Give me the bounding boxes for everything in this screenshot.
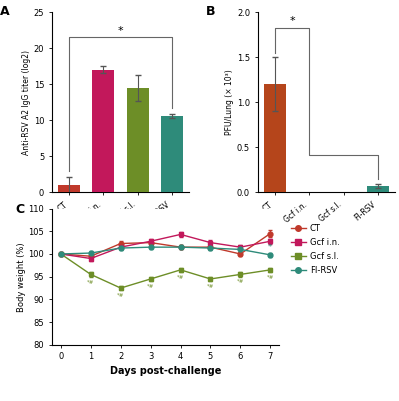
Text: *: * (118, 26, 123, 36)
Text: *: * (268, 243, 273, 252)
Bar (161, 116, 183, 192)
Y-axis label: PFU/Lung (× 10³): PFU/Lung (× 10³) (225, 69, 234, 135)
Bar (92, 70, 115, 192)
Legend: CT, Gcf i.n., Gcf s.l., FI-RSV: CT, Gcf i.n., Gcf s.l., FI-RSV (287, 221, 343, 278)
Text: *#: *# (117, 293, 124, 298)
Text: *: * (289, 16, 295, 26)
X-axis label: Days post-challenge: Days post-challenge (110, 366, 221, 376)
Text: *#: *# (177, 275, 184, 280)
Text: *#: *# (267, 275, 274, 280)
Text: A: A (0, 5, 9, 18)
Text: *#: *# (147, 284, 154, 289)
Bar (367, 186, 389, 192)
Y-axis label: Anti-RSV A2 IgG titer (log2): Anti-RSV A2 IgG titer (log2) (22, 50, 31, 155)
Text: B: B (205, 5, 215, 18)
Y-axis label: Body weight (%): Body weight (%) (17, 242, 26, 312)
Bar (126, 88, 149, 192)
Text: C: C (16, 203, 25, 216)
Bar (58, 185, 80, 192)
Text: *#: *# (237, 279, 244, 284)
Text: *#: *# (207, 284, 214, 289)
Text: *#: *# (87, 280, 95, 285)
Bar (264, 84, 286, 192)
